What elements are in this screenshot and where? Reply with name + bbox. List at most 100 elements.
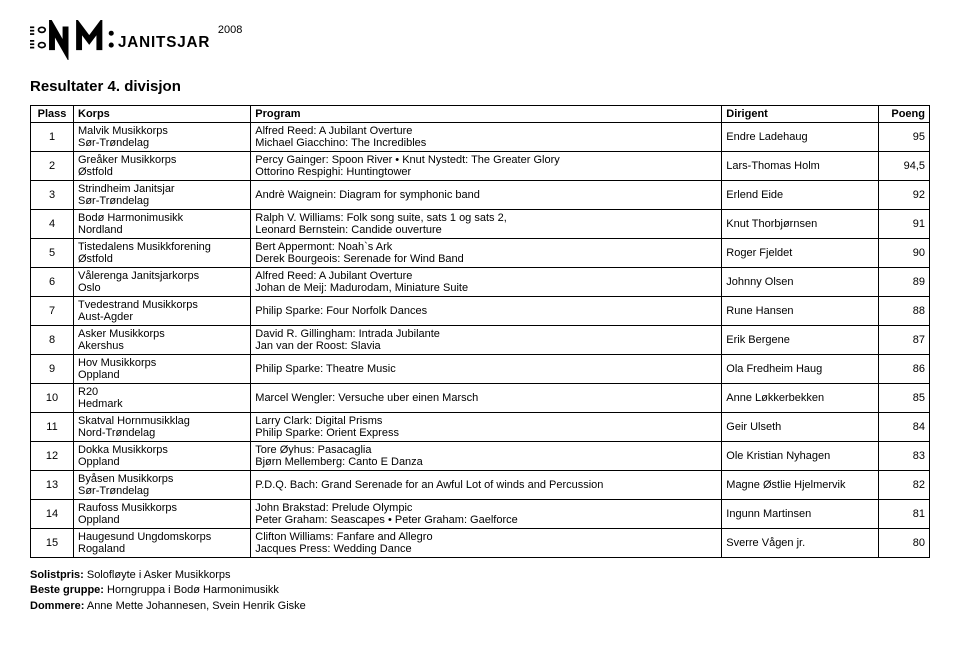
cell-poeng: 85 bbox=[878, 384, 929, 413]
program-line-2: Johan de Meij: Madurodam, Miniature Suit… bbox=[255, 282, 717, 294]
table-row: 4Bodø HarmonimusikkNordland Ralph V. Will… bbox=[31, 210, 930, 239]
program-line-2: Jacques Press: Wedding Dance bbox=[255, 543, 717, 555]
table-row: 10R20HedmarkMarcel Wengler: Versuche ube… bbox=[31, 384, 930, 413]
col-korps: Korps bbox=[74, 106, 251, 123]
dommere-line: Dommere: Anne Mette Johannesen, Svein He… bbox=[30, 599, 930, 614]
program-line-2: Leonard Bernstein: Candide ouverture bbox=[255, 224, 717, 236]
korps-region: Akershus bbox=[78, 340, 246, 352]
cell-program: John Brakstad: Prelude OlympicPeter Grah… bbox=[251, 500, 722, 529]
cell-dirigent: Sverre Vågen jr. bbox=[722, 529, 878, 558]
program-line-1: P.D.Q. Bach: Grand Serenade for an Awful… bbox=[255, 479, 717, 491]
cell-program: Andrè Waignein: Diagram for symphonic ba… bbox=[251, 181, 722, 210]
table-row: 3Strindheim JanitsjarSør-TrøndelagAndrè … bbox=[31, 181, 930, 210]
cell-poeng: 81 bbox=[878, 500, 929, 529]
table-header-row: Plass Korps Program Dirigent Poeng bbox=[31, 106, 930, 123]
cell-poeng: 88 bbox=[878, 297, 929, 326]
cell-poeng: 86 bbox=[878, 355, 929, 384]
korps-region: Rogaland bbox=[78, 543, 246, 555]
cell-dirigent: Lars-Thomas Holm bbox=[722, 152, 878, 181]
program-line-2: Jan van der Roost: Slavia bbox=[255, 340, 717, 352]
korps-region: Østfold bbox=[78, 166, 246, 178]
cell-dirigent: Anne Løkkerbekken bbox=[722, 384, 878, 413]
cell-program: Larry Clark: Digital PrismsPhilip Sparke… bbox=[251, 413, 722, 442]
program-line-1: David R. Gillingham: Intrada Jubilante bbox=[255, 328, 717, 340]
program-line-2: Ottorino Respighi: Huntingtower bbox=[255, 166, 717, 178]
cell-program: Ralph V. Williams: Folk song suite, sats… bbox=[251, 210, 722, 239]
table-row: 9Hov MusikkorpsOpplandPhilip Sparke: The… bbox=[31, 355, 930, 384]
cell-poeng: 89 bbox=[878, 268, 929, 297]
cell-korps: Greåker MusikkorpsØstfold bbox=[74, 152, 251, 181]
program-line-1: Larry Clark: Digital Prisms bbox=[255, 415, 717, 427]
program-line-2: Peter Graham: Seascapes • Peter Graham: … bbox=[255, 514, 717, 526]
solistpris-text: Solofløyte i Asker Musikkorps bbox=[84, 569, 231, 581]
cell-program: Philip Sparke: Theatre Music bbox=[251, 355, 722, 384]
cell-poeng: 94,5 bbox=[878, 152, 929, 181]
korps-name: Tvedestrand Musikkorps bbox=[78, 299, 246, 311]
cell-korps: Raufoss MusikkorpsOppland bbox=[74, 500, 251, 529]
korps-region: Oslo bbox=[78, 282, 246, 294]
dommere-label: Dommere: bbox=[30, 600, 84, 612]
program-line-1: John Brakstad: Prelude Olympic bbox=[255, 502, 717, 514]
korps-name: Greåker Musikkorps bbox=[78, 154, 246, 166]
cell-korps: Bodø HarmonimusikkNordland bbox=[74, 210, 251, 239]
cell-poeng: 92 bbox=[878, 181, 929, 210]
cell-poeng: 90 bbox=[878, 239, 929, 268]
korps-region: Nord-Trøndelag bbox=[78, 427, 246, 439]
cell-dirigent: Rune Hansen bbox=[722, 297, 878, 326]
cell-dirigent: Ingunn Martinsen bbox=[722, 500, 878, 529]
svg-text:2008: 2008 bbox=[218, 24, 242, 36]
table-row: 14Raufoss MusikkorpsOpplandJohn Brakstad… bbox=[31, 500, 930, 529]
cell-program: P.D.Q. Bach: Grand Serenade for an Awful… bbox=[251, 471, 722, 500]
cell-poeng: 95 bbox=[878, 123, 929, 152]
cell-plass: 9 bbox=[31, 355, 74, 384]
cell-korps: Strindheim JanitsjarSør-Trøndelag bbox=[74, 181, 251, 210]
cell-program: Marcel Wengler: Versuche uber einen Mars… bbox=[251, 384, 722, 413]
cell-plass: 1 bbox=[31, 123, 74, 152]
cell-korps: Dokka MusikkorpsOppland bbox=[74, 442, 251, 471]
cell-program: Alfred Reed: A Jubilant OvertureMichael … bbox=[251, 123, 722, 152]
cell-plass: 6 bbox=[31, 268, 74, 297]
page-title: Resultater 4. divisjon bbox=[30, 78, 930, 95]
cell-dirigent: Erik Bergene bbox=[722, 326, 878, 355]
cell-dirigent: Roger Fjeldet bbox=[722, 239, 878, 268]
program-line-1: Ralph V. Williams: Folk song suite, sats… bbox=[255, 212, 717, 224]
cell-plass: 15 bbox=[31, 529, 74, 558]
cell-dirigent: Geir Ulseth bbox=[722, 413, 878, 442]
results-table: Plass Korps Program Dirigent Poeng 1Malv… bbox=[30, 105, 930, 558]
cell-plass: 4 bbox=[31, 210, 74, 239]
korps-region: Aust-Agder bbox=[78, 311, 246, 323]
program-line-1: Alfred Reed: A Jubilant Overture bbox=[255, 125, 717, 137]
cell-plass: 13 bbox=[31, 471, 74, 500]
cell-korps: Byåsen MusikkorpsSør-Trøndelag bbox=[74, 471, 251, 500]
program-line-2: Bjørn Mellemberg: Canto E Danza bbox=[255, 456, 717, 468]
cell-korps: Asker MusikkorpsAkershus bbox=[74, 326, 251, 355]
table-row: 1Malvik MusikkorpsSør-TrøndelagAlfred Re… bbox=[31, 123, 930, 152]
cell-program: Percy Gainger: Spoon River • Knut Nysted… bbox=[251, 152, 722, 181]
korps-name: Tistedalens Musikkforening bbox=[78, 241, 246, 253]
col-dirigent: Dirigent bbox=[722, 106, 878, 123]
korps-region: Sør-Trøndelag bbox=[78, 195, 246, 207]
table-row: 12Dokka MusikkorpsOpplandTore Øyhus: Pas… bbox=[31, 442, 930, 471]
bestegruppe-line: Beste gruppe: Horngruppa i Bodø Harmonim… bbox=[30, 583, 930, 598]
korps-name: Hov Musikkorps bbox=[78, 357, 246, 369]
cell-korps: Malvik MusikkorpsSør-Trøndelag bbox=[74, 123, 251, 152]
korps-name: Bodø Harmonimusikk bbox=[78, 212, 246, 224]
cell-korps: Tistedalens MusikkforeningØstfold bbox=[74, 239, 251, 268]
cell-poeng: 91 bbox=[878, 210, 929, 239]
dommere-text: Anne Mette Johannesen, Svein Henrik Gisk… bbox=[84, 600, 305, 612]
table-row: 5Tistedalens MusikkforeningØstfoldBert A… bbox=[31, 239, 930, 268]
program-line-1: Clifton Williams: Fanfare and Allegro bbox=[255, 531, 717, 543]
korps-region: Oppland bbox=[78, 514, 246, 526]
program-line-2: Philip Sparke: Orient Express bbox=[255, 427, 717, 439]
cell-poeng: 87 bbox=[878, 326, 929, 355]
cell-dirigent: Erlend Eide bbox=[722, 181, 878, 210]
table-row: 8Asker MusikkorpsAkershusDavid R. Gillin… bbox=[31, 326, 930, 355]
program-line-1: Philip Sparke: Four Norfolk Dances bbox=[255, 305, 717, 317]
cell-dirigent: Ole Kristian Nyhagen bbox=[722, 442, 878, 471]
cell-plass: 5 bbox=[31, 239, 74, 268]
bestegruppe-label: Beste gruppe: bbox=[30, 584, 104, 596]
table-row: 6Vålerenga JanitsjarkorpsOsloAlfred Reed… bbox=[31, 268, 930, 297]
program-line-1: Philip Sparke: Theatre Music bbox=[255, 363, 717, 375]
cell-plass: 2 bbox=[31, 152, 74, 181]
korps-region: Sør-Trøndelag bbox=[78, 485, 246, 497]
